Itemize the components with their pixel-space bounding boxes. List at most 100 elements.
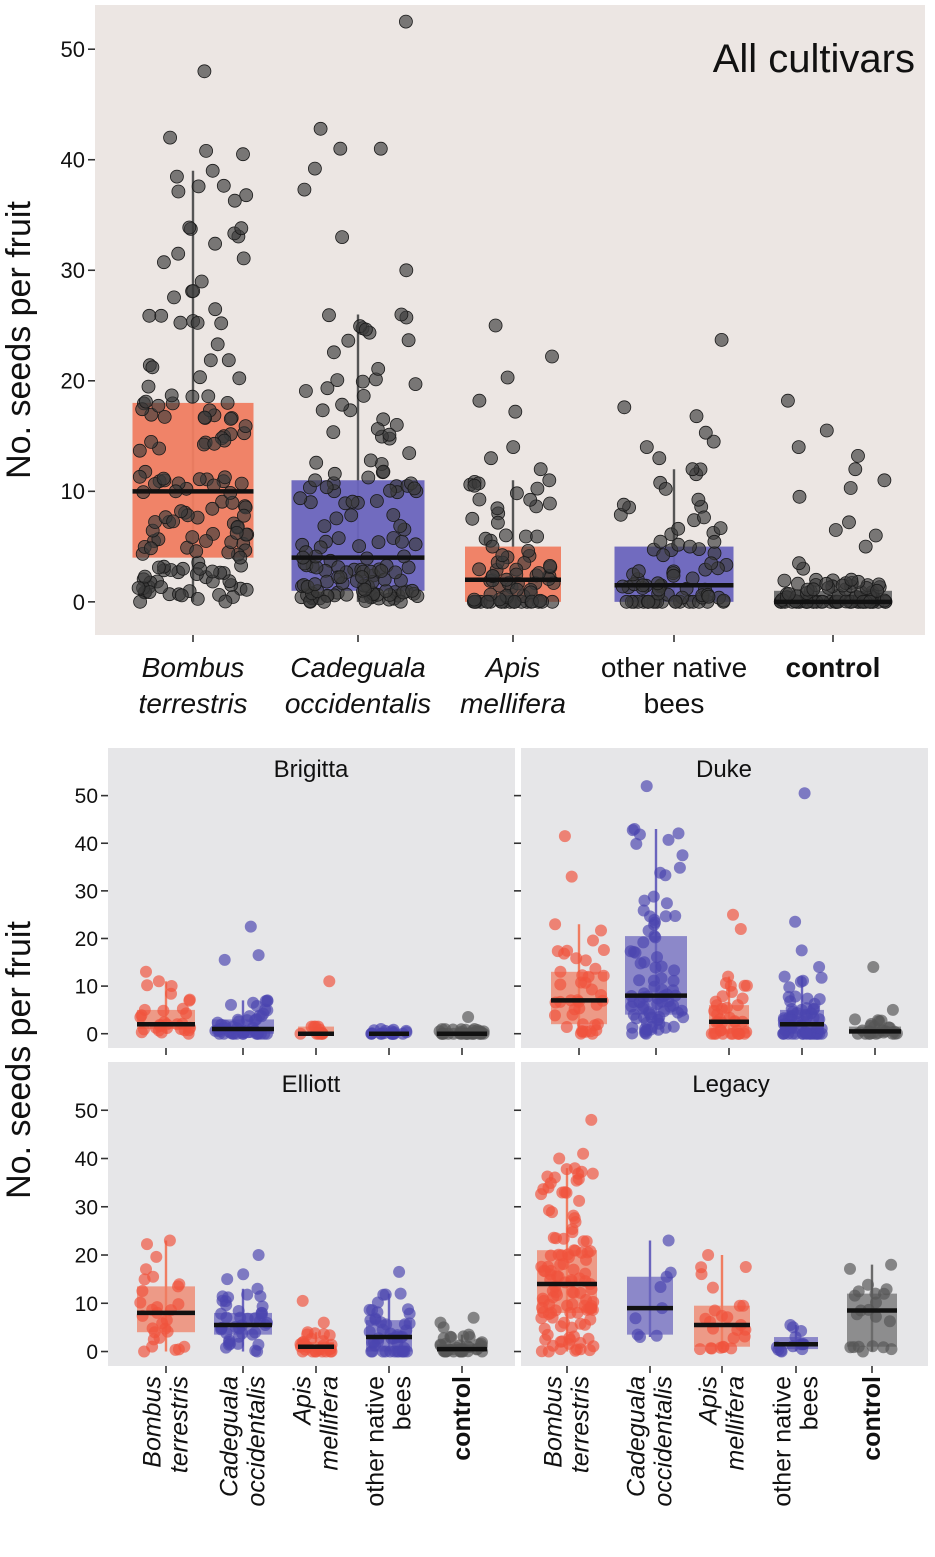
data-point [135, 1026, 148, 1039]
data-point [714, 332, 729, 347]
x-tick-label-other: other native [362, 1376, 390, 1507]
data-point [239, 582, 254, 597]
data-point [183, 994, 196, 1007]
data-point [631, 564, 646, 579]
data-point [141, 1238, 153, 1251]
box-other [770, 1319, 818, 1358]
data-point [166, 514, 181, 529]
data-point [542, 473, 557, 488]
data-point [714, 1024, 727, 1037]
data-point [201, 389, 216, 404]
data-point [194, 274, 209, 289]
data-point [669, 910, 682, 922]
data-point [705, 1342, 718, 1355]
data-point [142, 308, 157, 323]
data-point [659, 910, 672, 923]
data-point [691, 492, 706, 507]
data-point [694, 1343, 706, 1356]
data-point [708, 1304, 721, 1317]
data-point [579, 954, 592, 967]
data-point [208, 302, 223, 317]
data-point [789, 990, 802, 1003]
data-point [301, 1326, 314, 1339]
data-point [221, 1273, 234, 1286]
data-point [401, 333, 416, 348]
data-point [523, 492, 538, 507]
data-point [344, 508, 359, 523]
data-point [877, 1341, 890, 1354]
y-tick-label: 0 [73, 590, 85, 615]
data-point [734, 923, 747, 935]
data-point [647, 974, 660, 987]
data-point [237, 1268, 250, 1281]
data-point [221, 353, 236, 368]
data-point [163, 130, 178, 145]
data-point [662, 833, 675, 846]
data-point [662, 1234, 675, 1247]
data-point [862, 1278, 874, 1291]
data-point [164, 388, 179, 403]
data-point [791, 440, 806, 455]
data-point [335, 397, 350, 412]
data-point [234, 221, 249, 236]
data-point [546, 1206, 558, 1219]
data-point [174, 504, 188, 519]
data-point [402, 446, 417, 461]
data-point [851, 448, 865, 463]
box-control [433, 1011, 490, 1040]
data-point [564, 1333, 577, 1346]
data-point [789, 1331, 802, 1343]
data-point [151, 560, 166, 575]
x-tick-label-cadeguala: occidentalis [285, 688, 431, 719]
data-point [185, 389, 200, 404]
data-point [789, 915, 802, 928]
data-point [702, 1249, 715, 1261]
data-point [660, 897, 673, 910]
x-tick-label-cadeguala: Cadeguala [623, 1376, 651, 1497]
data-point [329, 511, 344, 526]
data-point [546, 1284, 559, 1297]
panel-elliott: Elliott 0 10 20 30 40 50 Bombus terrestris Cadegu… [75, 1062, 515, 1507]
panel-title: Elliott [282, 1071, 341, 1098]
data-point [558, 1316, 570, 1329]
data-point [138, 1345, 151, 1358]
data-point [565, 870, 578, 883]
data-point [597, 944, 610, 956]
data-point [399, 263, 414, 278]
x-tick-label-bombus: Bombus [142, 652, 245, 683]
data-point [649, 916, 661, 929]
data-point [653, 534, 668, 549]
data-point [660, 1270, 673, 1283]
data-point [619, 594, 634, 609]
data-point [630, 837, 643, 850]
data-point [813, 961, 826, 973]
data-point [370, 422, 385, 436]
data-point [335, 230, 350, 245]
data-point [711, 1008, 724, 1021]
data-point [331, 531, 346, 545]
data-point [798, 787, 811, 800]
data-point [199, 143, 214, 158]
data-point [556, 1186, 569, 1199]
data-point [185, 530, 200, 544]
data-point [225, 998, 237, 1011]
box-control [773, 393, 893, 609]
data-point [581, 1246, 594, 1259]
data-point [707, 534, 722, 549]
data-point [848, 462, 863, 477]
data-point [251, 1282, 264, 1295]
x-tick-label-other: bees [644, 688, 705, 719]
data-point [701, 589, 716, 604]
data-point [207, 436, 222, 451]
data-point [363, 453, 378, 468]
data-point [589, 962, 602, 975]
data-point [716, 990, 729, 1003]
data-point [193, 370, 207, 385]
data-point [376, 464, 391, 479]
box-cadeguala [214, 1249, 273, 1358]
data-point [315, 403, 330, 418]
data-point [783, 981, 796, 994]
data-point [173, 315, 188, 330]
data-point [236, 251, 251, 266]
